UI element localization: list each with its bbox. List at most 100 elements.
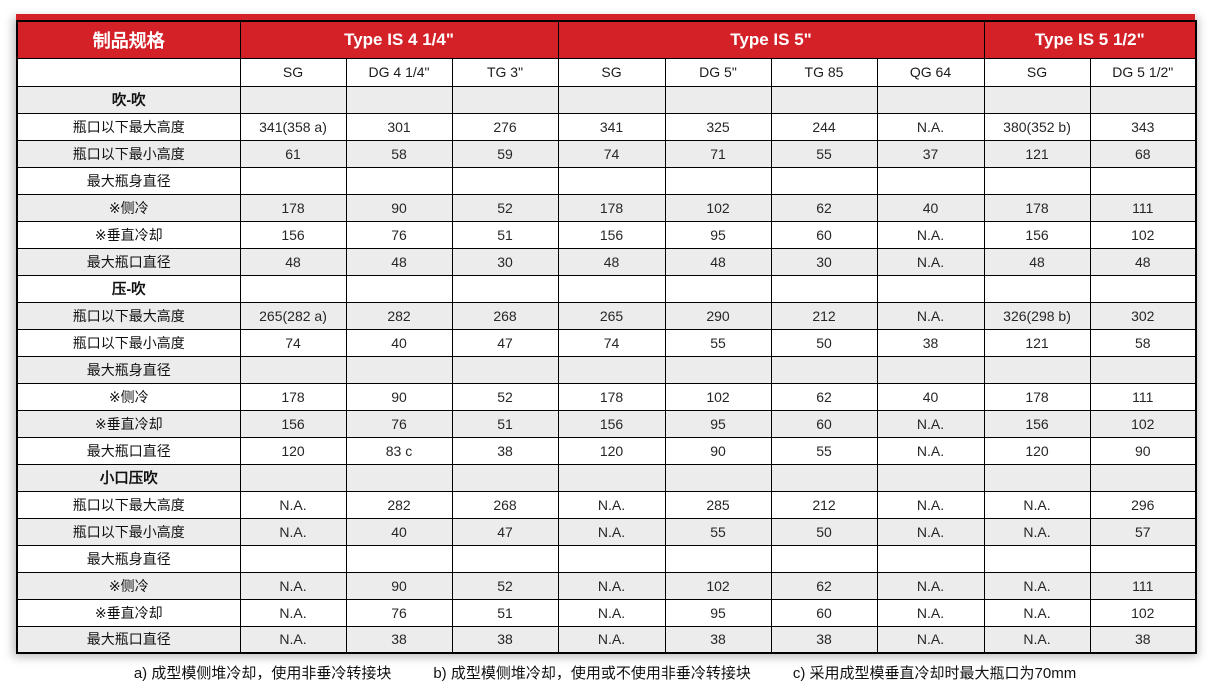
table-cell xyxy=(876,166,985,195)
table-row: ※侧冷 178 90 52 178 102 62 40 178 111 xyxy=(16,193,1197,222)
row-label: ※侧冷 xyxy=(16,193,241,222)
table-cell: 178 xyxy=(239,382,347,411)
table-cell xyxy=(345,166,453,195)
table-cell: 52 xyxy=(451,382,559,411)
table-row: 瓶口以下最大高度 341(358 a) 301 276 341 325 244 N.A. 380… xyxy=(16,112,1197,141)
table-cell: 178 xyxy=(239,193,347,222)
table-row: ※垂直冷却 156 76 51 156 95 60 N.A. 156 102 xyxy=(16,220,1197,249)
row-label: 瓶口以下最小高度 xyxy=(16,139,241,168)
table-cell: 102 xyxy=(664,571,772,600)
row-label: ※垂直冷却 xyxy=(16,220,241,249)
table-cell xyxy=(239,544,347,573)
corner-header: 制品规格 xyxy=(16,20,241,59)
table-cell xyxy=(983,85,1091,114)
footnotes: a) 成型模侧堆冷却，使用非垂冷转接块 b) 成型模侧堆冷却，使用或不使用非垂冷转… xyxy=(0,662,1210,683)
table-cell: 90 xyxy=(1089,436,1197,465)
table-cell xyxy=(239,85,347,114)
row-label: ※侧冷 xyxy=(16,571,241,600)
table-cell: 48 xyxy=(1089,247,1197,276)
table-cell: 52 xyxy=(451,193,559,222)
table-cell: 40 xyxy=(876,193,985,222)
table-cell: 178 xyxy=(557,382,666,411)
table-cell: 121 xyxy=(983,139,1091,168)
table-row: 最大瓶身直径 xyxy=(16,355,1197,384)
table-row: 最大瓶身直径 xyxy=(16,166,1197,195)
table-cell: 156 xyxy=(239,220,347,249)
table-cell: 244 xyxy=(770,112,878,141)
table-cell: N.A. xyxy=(239,517,347,546)
section-header-row: 吹-吹 xyxy=(16,85,1197,114)
table-cell: 40 xyxy=(876,382,985,411)
table-cell: N.A. xyxy=(983,490,1091,519)
table-cell: 156 xyxy=(983,409,1091,438)
group-header-type-is-5-1-2: Type IS 5 1/2" xyxy=(983,20,1197,59)
column-header: TG 85 xyxy=(770,57,878,87)
subheader-row: SG DG 4 1/4" TG 3" SG DG 5" TG 85 QG 64 SG DG 5 … xyxy=(16,57,1197,87)
table-cell: N.A. xyxy=(239,490,347,519)
table-cell xyxy=(1089,355,1197,384)
table-cell: 102 xyxy=(1089,409,1197,438)
table-cell: 30 xyxy=(451,247,559,276)
table-cell: N.A. xyxy=(876,220,985,249)
table-cell: 111 xyxy=(1089,382,1197,411)
table-cell: 102 xyxy=(664,382,772,411)
table-row: 瓶口以下最小高度 74 40 47 74 55 50 38 121 58 xyxy=(16,328,1197,357)
table-cell: 111 xyxy=(1089,571,1197,600)
table-cell xyxy=(451,166,559,195)
product-spec-table: 制品规格 Type IS 4 1/4" Type IS 5" Type IS 5… xyxy=(16,20,1198,654)
table-cell: 95 xyxy=(664,598,772,627)
table-cell: N.A. xyxy=(876,625,985,654)
column-header: SG xyxy=(557,57,666,87)
table-cell: 326(298 b) xyxy=(983,301,1091,330)
table-cell: 38 xyxy=(451,436,559,465)
row-label: ※侧冷 xyxy=(16,382,241,411)
column-header: QG 64 xyxy=(876,57,985,87)
table-cell: 90 xyxy=(345,193,453,222)
table-cell xyxy=(770,355,878,384)
table-cell: 268 xyxy=(451,301,559,330)
table-cell xyxy=(983,166,1091,195)
table-row: 瓶口以下最小高度 61 58 59 74 71 55 37 121 68 xyxy=(16,139,1197,168)
table-cell: 55 xyxy=(770,139,878,168)
table-cell: 62 xyxy=(770,382,878,411)
table-cell: 265 xyxy=(557,301,666,330)
table-cell: 48 xyxy=(664,247,772,276)
table-cell: 48 xyxy=(557,247,666,276)
group-header-type-is-5: Type IS 5" xyxy=(557,20,985,59)
table-cell xyxy=(557,166,666,195)
row-label: 小口压吹 xyxy=(16,463,241,492)
table-cell xyxy=(664,544,772,573)
table-cell xyxy=(345,85,453,114)
table-cell: 301 xyxy=(345,112,453,141)
table-cell: 51 xyxy=(451,598,559,627)
table-cell: N.A. xyxy=(557,571,666,600)
table-cell: 38 xyxy=(664,625,772,654)
spec-table-container: 制品规格 Type IS 4 1/4" Type IS 5" Type IS 5… xyxy=(16,14,1198,654)
table-cell xyxy=(1089,166,1197,195)
column-header: TG 3" xyxy=(451,57,559,87)
table-cell: 60 xyxy=(770,598,878,627)
table-cell: 156 xyxy=(557,220,666,249)
table-cell: 48 xyxy=(239,247,347,276)
table-cell: 55 xyxy=(770,436,878,465)
table-cell: 47 xyxy=(451,328,559,357)
row-label: 瓶口以下最小高度 xyxy=(16,328,241,357)
table-cell: 102 xyxy=(1089,220,1197,249)
table-cell: 102 xyxy=(1089,598,1197,627)
table-cell xyxy=(983,463,1091,492)
table-cell xyxy=(451,544,559,573)
table-row: 瓶口以下最大高度 N.A. 282 268 N.A. 285 212 N.A. N.A. 296 xyxy=(16,490,1197,519)
table-cell: 55 xyxy=(664,517,772,546)
table-cell: 302 xyxy=(1089,301,1197,330)
group-header-type-is-4-1-4: Type IS 4 1/4" xyxy=(239,20,559,59)
table-cell: N.A. xyxy=(983,517,1091,546)
table-cell: 62 xyxy=(770,571,878,600)
table-cell xyxy=(876,544,985,573)
table-cell: N.A. xyxy=(876,436,985,465)
table-cell xyxy=(770,544,878,573)
table-cell: 121 xyxy=(983,328,1091,357)
table-cell xyxy=(451,85,559,114)
table-cell: 38 xyxy=(770,625,878,654)
table-cell: 111 xyxy=(1089,193,1197,222)
table-cell: 74 xyxy=(239,328,347,357)
